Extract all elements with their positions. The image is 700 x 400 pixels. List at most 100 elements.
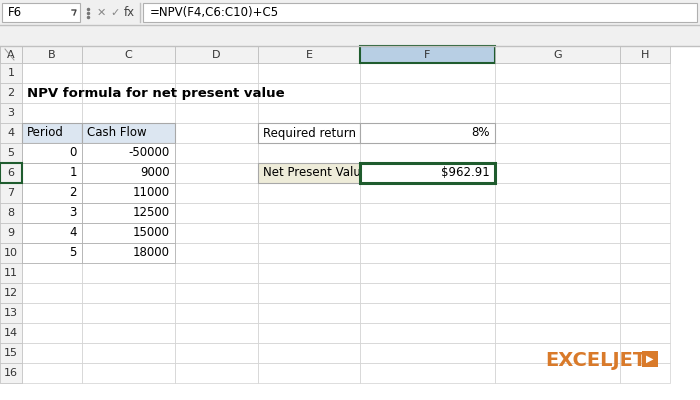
Bar — [0, 303, 22, 323]
Bar — [175, 323, 258, 343]
Bar — [360, 323, 495, 343]
Text: ✕: ✕ — [97, 8, 106, 18]
Text: 3: 3 — [8, 108, 15, 118]
Text: NPV formula for net present value: NPV formula for net present value — [27, 86, 285, 100]
Bar — [0, 163, 22, 183]
Bar — [0, 323, 22, 343]
Bar — [620, 243, 670, 263]
Bar — [258, 223, 360, 243]
Text: 11000: 11000 — [133, 186, 170, 200]
Bar — [22, 343, 82, 363]
Bar — [620, 63, 670, 83]
Bar — [175, 103, 258, 123]
Bar — [0, 263, 22, 283]
Text: Cash Flow: Cash Flow — [87, 126, 146, 140]
Bar — [258, 243, 360, 263]
Bar — [0, 163, 22, 183]
Bar — [360, 183, 495, 203]
Bar — [495, 143, 620, 163]
Bar — [0, 123, 22, 143]
Bar — [0, 143, 22, 163]
Bar — [620, 123, 670, 143]
Bar — [0, 46, 700, 400]
Text: Period: Period — [27, 126, 64, 140]
Bar — [175, 143, 258, 163]
Bar — [82, 203, 175, 223]
Text: 12500: 12500 — [133, 206, 170, 220]
Text: 15000: 15000 — [133, 226, 170, 240]
Bar — [175, 243, 258, 263]
Bar — [175, 163, 258, 183]
Text: F: F — [424, 50, 430, 60]
Text: 7: 7 — [8, 188, 15, 198]
Bar — [258, 323, 360, 343]
Bar — [0, 163, 22, 183]
Text: H: H — [640, 50, 649, 60]
Bar — [495, 263, 620, 283]
Bar — [495, 83, 620, 103]
Bar — [495, 123, 620, 143]
Text: 16: 16 — [4, 368, 18, 378]
Bar — [0, 63, 22, 83]
Bar — [175, 83, 258, 103]
Bar — [620, 103, 670, 123]
Bar — [0, 283, 22, 303]
Bar — [82, 46, 175, 63]
Bar — [360, 303, 495, 323]
Bar — [360, 263, 495, 283]
Bar — [82, 123, 175, 143]
Bar — [620, 83, 670, 103]
Bar — [22, 323, 82, 343]
Bar — [360, 243, 495, 263]
Text: EXCELJET: EXCELJET — [545, 350, 646, 370]
Bar — [620, 203, 670, 223]
Bar — [620, 323, 670, 343]
Bar — [82, 203, 175, 223]
Bar — [0, 103, 22, 123]
Bar — [22, 46, 82, 63]
Text: 10: 10 — [4, 248, 18, 258]
Bar — [22, 283, 82, 303]
Bar — [82, 143, 175, 163]
Bar — [620, 263, 670, 283]
Text: 3: 3 — [69, 206, 77, 220]
Bar — [0, 83, 22, 103]
Text: D: D — [212, 50, 220, 60]
Bar — [82, 243, 175, 263]
Bar — [175, 363, 258, 383]
Bar — [22, 83, 82, 103]
Bar — [360, 63, 495, 83]
Bar — [22, 223, 82, 243]
Bar — [82, 183, 175, 203]
Bar — [495, 46, 620, 63]
Bar — [175, 183, 258, 203]
Text: -50000: -50000 — [129, 146, 170, 160]
Text: $962.91: $962.91 — [441, 166, 490, 180]
Text: ✓: ✓ — [110, 8, 120, 18]
Bar — [175, 223, 258, 243]
Bar — [0, 363, 22, 383]
Bar — [495, 303, 620, 323]
Bar — [495, 283, 620, 303]
Bar — [0, 323, 22, 343]
Bar — [175, 283, 258, 303]
Text: 11: 11 — [4, 268, 18, 278]
Bar — [82, 263, 175, 283]
Bar — [0, 283, 22, 303]
Text: A: A — [7, 50, 15, 60]
Bar — [258, 343, 360, 363]
Bar — [0, 25, 700, 46]
Bar — [22, 163, 82, 183]
Bar — [258, 123, 360, 143]
Bar — [620, 363, 670, 383]
Bar — [143, 3, 697, 22]
Bar — [0, 223, 22, 243]
Bar — [360, 283, 495, 303]
Text: 5: 5 — [69, 246, 77, 260]
Bar — [0, 46, 22, 63]
Bar — [258, 163, 360, 183]
Bar — [22, 123, 82, 143]
Text: ▶: ▶ — [646, 354, 654, 364]
Bar — [22, 203, 82, 223]
Bar — [82, 343, 175, 363]
